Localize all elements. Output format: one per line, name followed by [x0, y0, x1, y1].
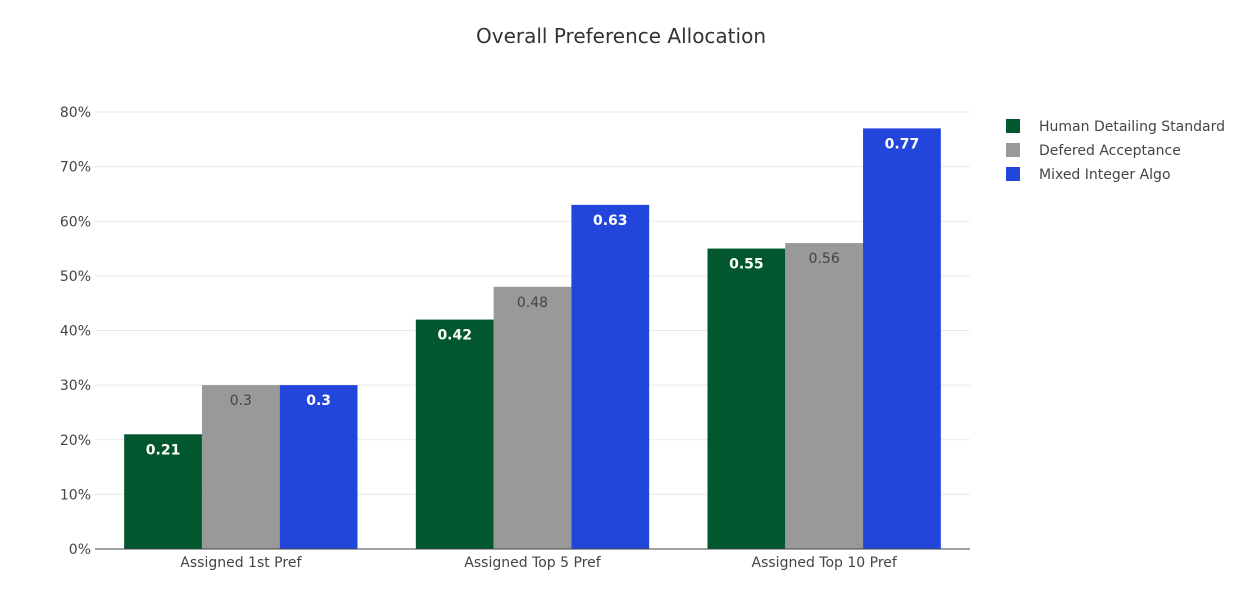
- y-axis-ticks: 0% 10% 20% 30% 40% 50% 60% 70% 80%: [60, 105, 91, 558]
- bar-value-label: 0.56: [809, 251, 840, 267]
- bar-labels: 0.21 0.3 0.3 0.42 0.48 0.63 0.55 0.56 0.77: [146, 136, 919, 458]
- chart-title: Overall Preference Allocation: [476, 24, 766, 48]
- y-tick-label: 10%: [60, 487, 91, 503]
- y-tick-label: 40%: [60, 324, 91, 340]
- y-tick-label: 60%: [60, 214, 91, 230]
- bar-value-label: 0.42: [437, 328, 472, 344]
- bar[interactable]: [279, 385, 358, 549]
- bar-value-label: 0.77: [885, 136, 920, 152]
- y-tick-label: 70%: [60, 160, 91, 176]
- bars: [124, 128, 941, 550]
- x-tick-label: Assigned 1st Pref: [180, 555, 302, 571]
- bar-value-label: 0.3: [306, 393, 331, 409]
- bar-value-label: 0.48: [517, 295, 548, 311]
- y-tick-label: 50%: [60, 269, 91, 285]
- bar[interactable]: [124, 434, 202, 549]
- y-tick-label: 0%: [69, 542, 91, 558]
- legend-swatch: [1006, 167, 1020, 181]
- bar[interactable]: [493, 286, 572, 549]
- legend-label: Defered Acceptance: [1039, 143, 1181, 159]
- legend[interactable]: Human Detailing Standard Defered Acceptan…: [1006, 119, 1225, 183]
- bar[interactable]: [785, 243, 864, 549]
- x-axis-ticks: Assigned 1st Pref Assigned Top 5 Pref Assi…: [180, 555, 898, 571]
- bar[interactable]: [415, 319, 494, 549]
- legend-swatch: [1006, 143, 1020, 157]
- legend-item[interactable]: Defered Acceptance: [1006, 143, 1181, 159]
- legend-item[interactable]: Mixed Integer Algo: [1006, 167, 1171, 183]
- bar-value-label: 0.55: [729, 257, 764, 273]
- bar-value-label: 0.3: [230, 393, 252, 409]
- bar[interactable]: [201, 385, 280, 549]
- y-tick-label: 30%: [60, 378, 91, 394]
- y-tick-label: 80%: [60, 105, 91, 121]
- bar[interactable]: [863, 128, 941, 549]
- bar[interactable]: [707, 248, 786, 549]
- bar-value-label: 0.63: [593, 213, 628, 229]
- bar[interactable]: [571, 204, 650, 550]
- y-tick-label: 20%: [60, 433, 91, 449]
- legend-label: Mixed Integer Algo: [1039, 167, 1171, 183]
- x-tick-label: Assigned Top 10 Pref: [752, 555, 898, 571]
- bar-value-label: 0.21: [146, 442, 181, 458]
- x-tick-label: Assigned Top 5 Pref: [464, 555, 601, 571]
- legend-swatch: [1006, 119, 1020, 133]
- legend-item[interactable]: Human Detailing Standard: [1006, 119, 1225, 135]
- legend-label: Human Detailing Standard: [1039, 119, 1225, 135]
